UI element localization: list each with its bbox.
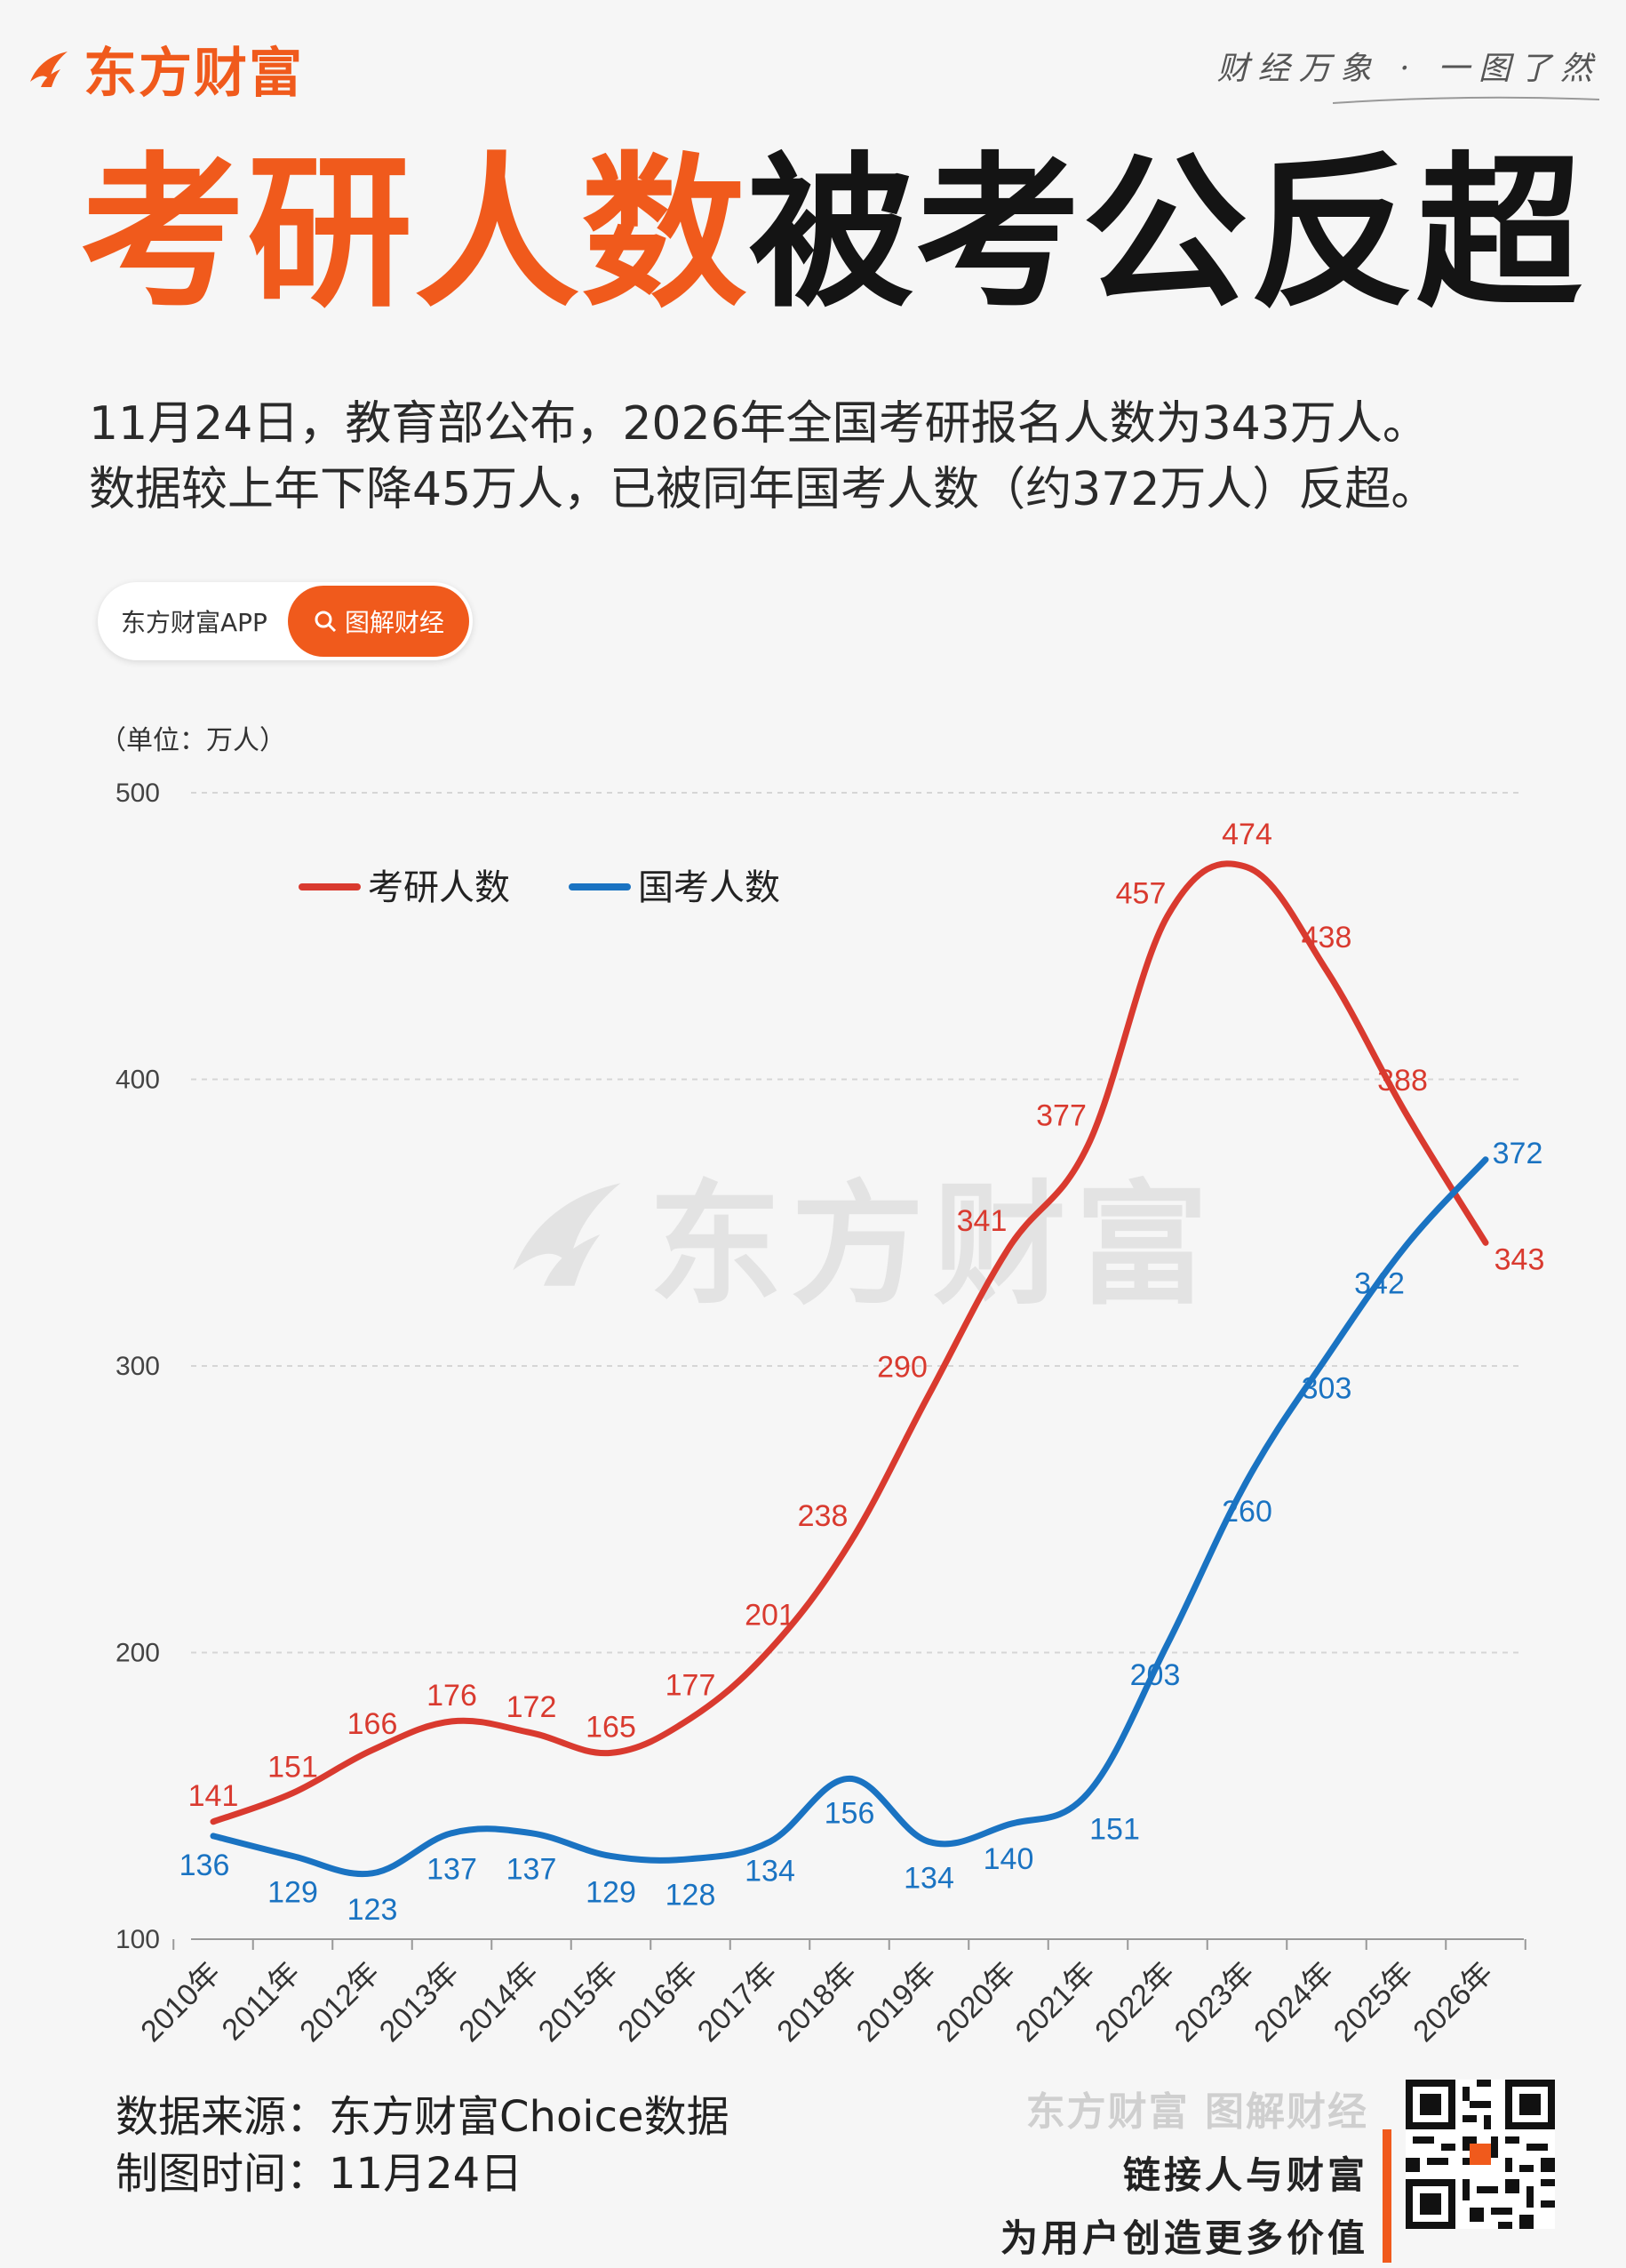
- brand-name: 东方财富: [84, 43, 304, 105]
- data-label: 128: [666, 1879, 716, 1913]
- y-tick-label: 500: [116, 779, 160, 808]
- data-label: 172: [506, 1690, 557, 1724]
- x-tick-label: 2015年: [532, 1956, 625, 2048]
- legend-label: 国考人数: [638, 868, 780, 907]
- headline: 考研人数被考公反超: [80, 151, 1583, 316]
- footer-brand-block: 东方财富 图解财经 链接人与财富 为用户创造更多价值: [1000, 2080, 1555, 2263]
- x-tick-label: 2020年: [929, 1956, 1022, 2048]
- line-chart: 100 200 300 400 500 2010年2011年2012年2013年2014年…: [116, 779, 1545, 2048]
- headline-red: 考研人数: [80, 137, 749, 330]
- y-tick-label: 300: [116, 1352, 160, 1381]
- watermark-flame-icon: [513, 1182, 621, 1286]
- data-label: 165: [586, 1710, 636, 1744]
- data-label: 260: [1222, 1495, 1272, 1529]
- data-source: 数据来源：东方财富Choice数据: [116, 2092, 729, 2142]
- intro-line-2: 数据较上年下降45万人，已被同年国考人数（约372万人）反超。: [89, 463, 1438, 516]
- data-label: 457: [1116, 877, 1167, 911]
- data-label: 343: [1494, 1242, 1545, 1276]
- data-label: 134: [904, 1861, 954, 1895]
- data-label: 134: [745, 1854, 795, 1888]
- data-label: 166: [347, 1707, 398, 1741]
- app-pill[interactable]: 东方财富APP 图解财经: [98, 582, 473, 660]
- x-tick-label: 2023年: [1168, 1956, 1261, 2048]
- footer-tagline-2: 为用户创造更多价值: [1000, 2216, 1368, 2260]
- data-label: 137: [426, 1853, 477, 1887]
- x-tick-label: 2017年: [691, 1956, 784, 2048]
- footer-brand-tag: 东方财富 图解财经: [1025, 2089, 1368, 2135]
- data-label: 123: [347, 1893, 398, 1927]
- data-label: 151: [1089, 1813, 1140, 1847]
- x-tick-label: 2021年: [1009, 1956, 1102, 2048]
- intro-text: 11月24日，教育部公布，2026年全国考研报名人数为343万人。 数据较上年下…: [89, 391, 1564, 523]
- x-tick-label: 2011年: [216, 1956, 307, 2048]
- data-label: 129: [267, 1875, 318, 1909]
- footer-accent-bar: [1383, 2129, 1391, 2263]
- legend-label: 考研人数: [368, 868, 510, 907]
- x-tick-label: 2024年: [1247, 1956, 1340, 2048]
- data-label: 177: [666, 1669, 716, 1703]
- series-line-kaoyan: [210, 860, 1489, 1825]
- x-tick-label: 2026年: [1407, 1956, 1499, 2048]
- data-label: 129: [586, 1875, 636, 1909]
- x-tick-label: 2016年: [611, 1956, 704, 2048]
- pill-search-label: 图解财经: [344, 608, 444, 637]
- data-label: 176: [426, 1679, 477, 1713]
- data-label: 141: [188, 1779, 239, 1813]
- x-tick-label: 2014年: [452, 1956, 545, 2048]
- search-icon: [315, 611, 337, 633]
- data-label: 140: [984, 1842, 1034, 1876]
- unit-label: （单位：万人）: [100, 725, 286, 756]
- data-label: 342: [1354, 1267, 1405, 1301]
- intro-line-1: 11月24日，教育部公布，2026年全国考研报名人数为343万人。: [89, 397, 1429, 451]
- x-tick-label: 2022年: [1088, 1956, 1181, 2048]
- pill-search-button[interactable]: 图解财经: [288, 586, 469, 657]
- footer-source: 数据来源：东方财富Choice数据 制图时间：11月24日: [116, 2088, 729, 2202]
- data-label: 203: [1130, 1658, 1181, 1692]
- headline-black: 被考公反超: [748, 137, 1584, 330]
- data-label: 136: [179, 1849, 230, 1882]
- data-label: 474: [1222, 818, 1272, 851]
- brand-logo: 东方财富: [25, 30, 304, 108]
- watermark-text: 东方财富: [649, 1169, 1218, 1323]
- y-tick-label: 100: [116, 1925, 160, 1954]
- slogan: 财经万象 · 一图了然: [1216, 51, 1601, 87]
- watermark: 东方财富: [498, 1138, 1217, 1330]
- data-label: 303: [1302, 1371, 1352, 1405]
- data-label: 372: [1493, 1137, 1543, 1170]
- x-tick-label: 2025年: [1327, 1956, 1420, 2048]
- pill-app-label: 东方财富APP: [121, 608, 267, 637]
- slogan-underline: [1333, 96, 1599, 104]
- x-tick-label: 2013年: [373, 1956, 466, 2048]
- x-tick-label: 2019年: [850, 1956, 943, 2048]
- y-tick-label: 400: [116, 1066, 160, 1095]
- data-label: 341: [957, 1204, 1008, 1238]
- qr-code-icon[interactable]: [1406, 2080, 1555, 2229]
- footer-tagline-1: 链接人与财富: [1122, 2153, 1368, 2197]
- footer-taglines: 东方财富 图解财经 链接人与财富 为用户创造更多价值: [1000, 2080, 1368, 2263]
- x-tick-label: 2012年: [293, 1956, 386, 2048]
- x-tick-label: 2010年: [134, 1956, 227, 2048]
- data-label: 238: [798, 1499, 849, 1533]
- data-label: 151: [267, 1751, 318, 1785]
- x-tick-label: 2018年: [770, 1956, 863, 2048]
- data-label: 438: [1302, 921, 1352, 954]
- data-label: 290: [877, 1350, 928, 1384]
- y-tick-label: 200: [116, 1639, 160, 1668]
- chart-date: 制图时间：11月24日: [116, 2149, 523, 2199]
- flame-logo-icon: [30, 51, 68, 87]
- data-label: 137: [506, 1853, 557, 1887]
- series-line-guokao: [210, 1156, 1489, 1878]
- data-label: 156: [825, 1796, 875, 1830]
- data-label: 377: [1036, 1099, 1087, 1133]
- data-label: 201: [745, 1598, 795, 1632]
- data-label: 388: [1377, 1064, 1428, 1098]
